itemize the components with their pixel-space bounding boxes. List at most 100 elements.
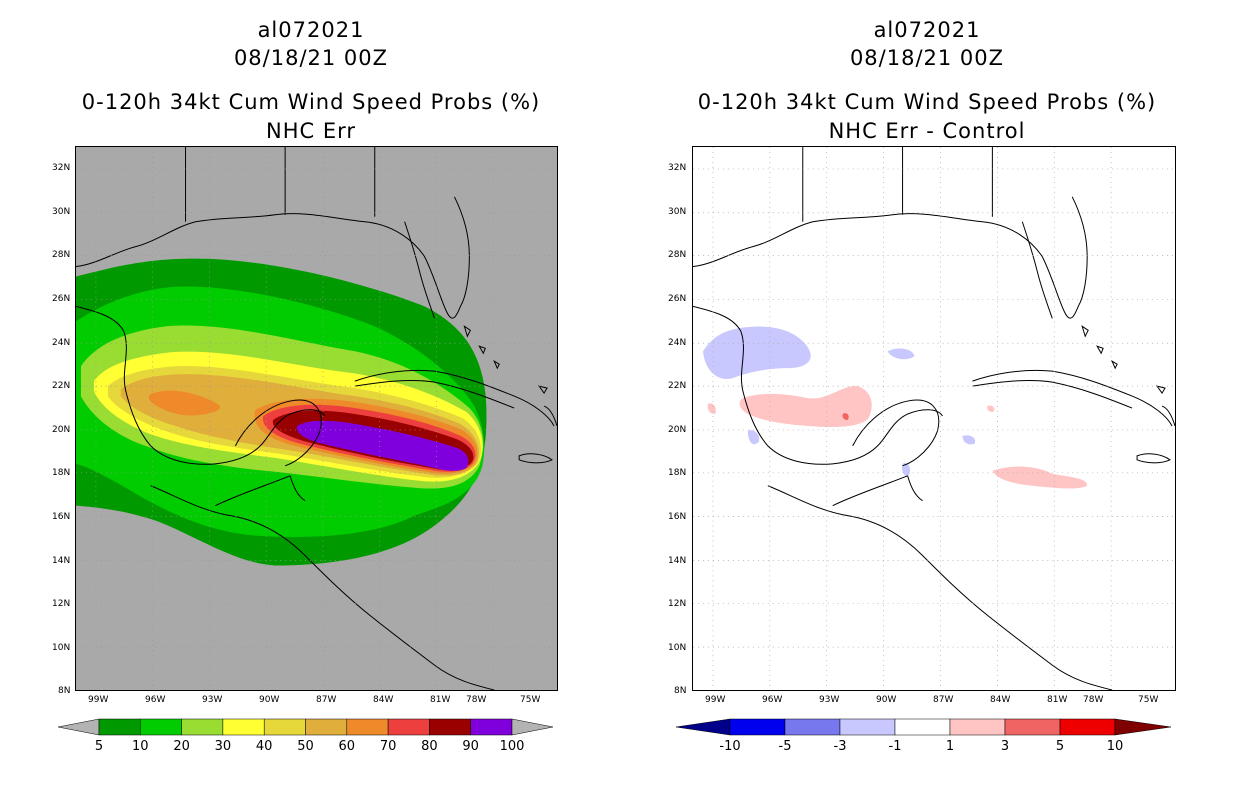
right-lat-label: 32N [668, 163, 687, 173]
left-lon-label: 78W [466, 695, 487, 705]
left-lat-label: 10N [52, 643, 71, 653]
left-colorbar-label: 50 [297, 739, 314, 754]
left-colorbar-label: 90 [462, 739, 479, 754]
left-colorbar-label: 60 [338, 739, 356, 754]
right-lon-label: 96W [762, 695, 783, 705]
right-colorbar-label: 10 [1106, 739, 1124, 754]
left-probability-map [75, 146, 558, 691]
right-colorbar-cell [839, 718, 896, 736]
left-colorbar-cell [98, 718, 141, 736]
right-colorbar-label: -5 [778, 739, 792, 754]
left-lon-label: 96W [145, 695, 166, 705]
left-lon-label: 81W [430, 695, 451, 705]
diff-blob-red-4 [987, 405, 995, 413]
right-lat-label: 26N [668, 294, 687, 304]
right-colorbar-label: -1 [888, 739, 902, 754]
left-colorbar-cell [140, 718, 182, 736]
left-lat-label: 20N [52, 425, 71, 435]
right-colorbar-under [676, 718, 731, 736]
right-lat-label: 20N [668, 425, 687, 435]
left-lon-label: 93W [202, 695, 223, 705]
left-lat-label: 22N [52, 381, 71, 391]
right-colorbar-cell [784, 718, 841, 736]
left-colorbar-under [58, 718, 100, 736]
right-colorbar-cell [1059, 718, 1116, 736]
diff-blob-blue-1 [702, 326, 811, 379]
right-lon-label: 93W [819, 695, 840, 705]
right-datetime: 08/18/21 00Z [849, 46, 1005, 70]
right-lat-label: 16N [668, 512, 687, 522]
left-colorbar-cell [470, 718, 513, 736]
right-lat-label: 18N [668, 468, 687, 478]
left-colorbar-cell [346, 718, 389, 736]
left-lon-label: 75W [520, 695, 541, 705]
diff-blob-blue-3 [747, 430, 760, 445]
right-grid [693, 147, 1175, 690]
right-colorbar-label: -3 [833, 739, 847, 754]
left-lon-label: 87W [316, 695, 337, 705]
left-lat-label: 32N [52, 163, 71, 173]
left-colorbar-cell [181, 718, 224, 736]
left-colorbar [58, 718, 554, 736]
right-colorbar-label: 3 [1000, 739, 1010, 754]
left-colorbar-label: 70 [379, 739, 397, 754]
left-lon-label: 84W [373, 695, 394, 705]
left-grid [76, 147, 557, 690]
right-lat-label: 14N [668, 556, 687, 566]
left-colorbar-label: 30 [214, 739, 232, 754]
right-lon-label: 78W [1083, 695, 1104, 705]
diff-blob-red-dark [842, 413, 849, 420]
right-storm-id: al072021 [873, 18, 981, 42]
left-lon-label: 90W [259, 695, 280, 705]
left-colorbar-cell [263, 718, 306, 736]
left-lat-label: 18N [52, 468, 71, 478]
right-product-title: 0-120h 34kt Cum Wind Speed Probs (%) [697, 90, 1157, 114]
right-lon-label: 99W [705, 695, 726, 705]
diff-blob-red-2 [707, 403, 716, 415]
right-lat-label: 22N [668, 381, 687, 391]
left-colorbar-cell [429, 718, 471, 736]
right-lat-label: 30N [668, 207, 687, 217]
left-datetime: 08/18/21 00Z [233, 46, 389, 70]
right-lat-label: 24N [668, 338, 687, 348]
prob-contour-60 [148, 390, 221, 416]
right-lat-label: 12N [668, 599, 687, 609]
right-lat-label: 10N [668, 643, 687, 653]
right-colorbar-label: 5 [1055, 739, 1065, 754]
left-lat-label: 14N [52, 556, 71, 566]
right-subtitle: NHC Err - Control [828, 119, 1026, 143]
right-lon-label: 90W [876, 695, 897, 705]
left-lat-label: 28N [52, 250, 71, 260]
right-lon-label: 75W [1138, 695, 1159, 705]
left-colorbar-label: 20 [173, 739, 190, 754]
prob-contour-100 [296, 420, 469, 471]
right-lon-label: 87W [933, 695, 954, 705]
right-lat-label: 28N [668, 250, 687, 260]
left-storm-id: al072021 [257, 18, 365, 42]
left-colorbar-cell [387, 718, 430, 736]
left-subtitle: NHC Err [265, 119, 356, 143]
right-difference-map [692, 146, 1176, 691]
coastlines [76, 147, 557, 690]
left-colorbar-label: 40 [255, 739, 273, 754]
left-lat-label: 16N [52, 512, 71, 522]
left-lat-label: 8N [58, 686, 71, 696]
left-colorbar-cell [305, 718, 348, 736]
left-colorbar-label: 80 [421, 739, 438, 754]
left-lat-label: 26N [52, 294, 71, 304]
left-product-title: 0-120h 34kt Cum Wind Speed Probs (%) [81, 90, 541, 114]
left-colorbar-over [511, 718, 554, 736]
left-colorbar-label: 10 [132, 739, 149, 754]
right-colorbar-cell [729, 718, 786, 736]
right-colorbar-cell [949, 718, 1006, 736]
left-lon-label: 99W [88, 695, 109, 705]
right-colorbar-label: 1 [945, 739, 955, 754]
left-colorbar-label: 5 [94, 739, 104, 754]
diff-blob-red-1 [739, 385, 872, 428]
diff-blob-blue-4 [962, 435, 976, 445]
right-lon-label: 84W [990, 695, 1011, 705]
diff-blob-red-3 [992, 466, 1088, 489]
right-colorbar-over [1114, 718, 1172, 736]
left-map-svg [76, 147, 557, 690]
left-lat-label: 30N [52, 207, 71, 217]
